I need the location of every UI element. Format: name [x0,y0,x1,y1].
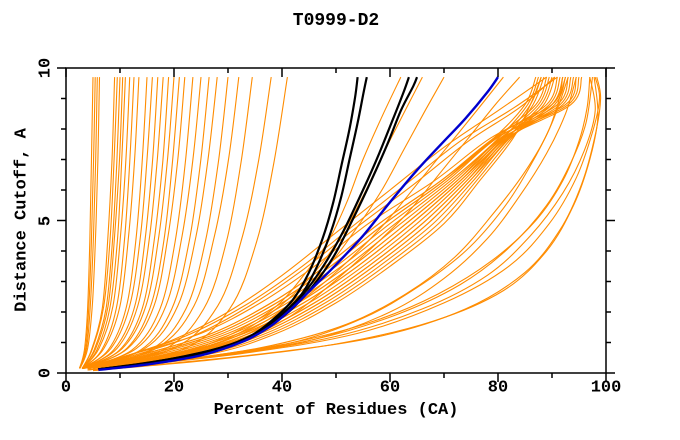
x-axis-title: Percent of Residues (CA) [213,401,459,420]
model-curves-orange-curve [82,77,194,369]
model-curves-orange-curve [82,77,210,369]
model-curves-orange-curve [81,77,118,369]
x-tick-label-20: 20 [163,378,185,398]
model-curves-orange-curve [81,77,126,369]
model-curves-orange-curve [81,77,140,369]
model-curves-orange-curve [78,77,98,369]
model-curves-orange-curve [92,77,596,371]
model-curves-orange-curve [87,76,556,369]
model-curves-orange-curve [87,76,542,369]
model-curves-orange-curve [87,76,402,369]
x-tick-label-80: 80 [487,378,509,398]
y-tick-label-5: 5 [36,215,56,226]
model-curves-orange-curve [81,77,175,369]
model-curves-orange-curve [87,76,572,369]
model-curves-orange-curve [81,77,186,369]
model-curves-orange-curve [87,76,561,369]
model-curves-orange-curve [78,77,96,369]
model-curves-orange-curve [81,77,170,369]
model-curves-orange-curve [81,77,135,369]
model-curves-orange-curve [79,77,101,369]
model-curves-orange-curve [87,76,583,369]
model-curves-orange-curve [87,76,556,369]
model-curves-orange-curve [87,76,569,369]
model-curves-orange-curve [81,77,121,369]
x-tick-label-100: 100 [590,378,622,398]
x-tick-label-60: 60 [379,378,401,398]
emphasized-curve-blue-curve [98,76,499,372]
model-curves-orange-curve [82,77,253,369]
x-tick-label-0: 0 [60,378,72,398]
model-curves-orange-curve [81,77,131,369]
chart-title: T0999-D2 [292,11,380,31]
model-curves-orange-curve [87,76,577,369]
model-curves-orange-curve [87,76,580,369]
model-curves-orange-curve [87,76,558,369]
model-curves-orange-curve [92,76,602,372]
model-curves-orange-curve [92,77,594,370]
model-curves-orange-curve [92,77,591,370]
model-curves-orange-curve [92,76,601,371]
model-curves-orange-curve [81,77,148,369]
model-curves-orange-curve [78,77,94,369]
model-curves-orange-curve [81,77,124,369]
model-curves-orange-curve [81,77,159,369]
model-curves-orange-curve [81,77,153,369]
model-curves-orange-curve [82,77,202,369]
model-curves-orange-curve [87,76,558,369]
model-curves-orange-curve [82,77,240,369]
x-tick-label-40: 40 [271,378,293,398]
y-tick-label-0: 0 [36,367,56,379]
model-curves-orange-curve [81,77,164,369]
y-tick-label-10: 10 [36,57,56,79]
